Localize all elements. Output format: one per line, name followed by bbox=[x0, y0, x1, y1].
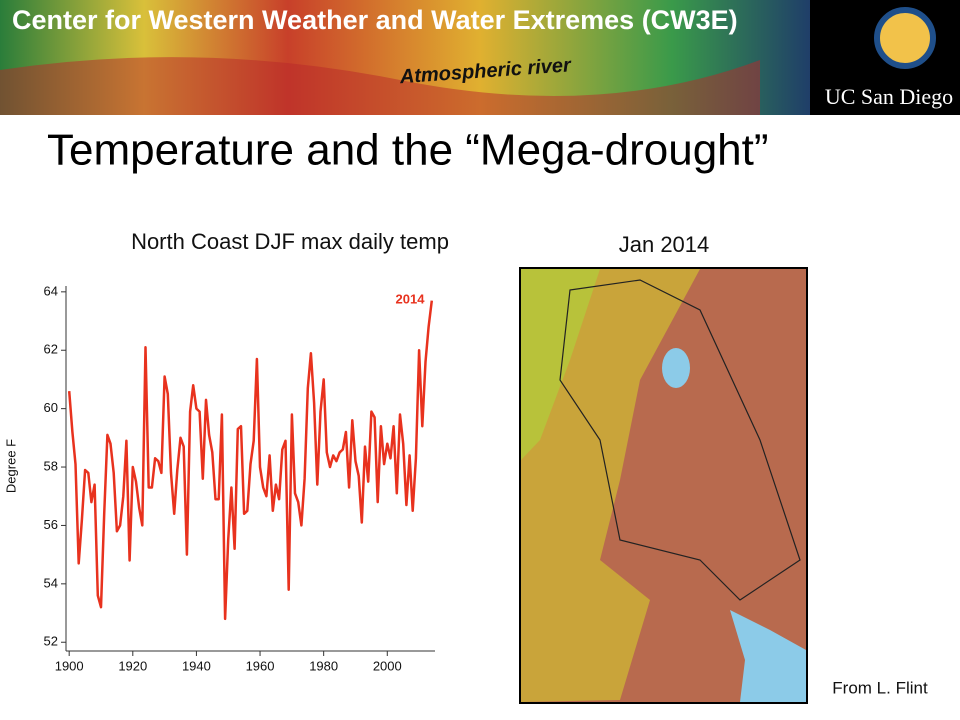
y-tick-label: 62 bbox=[44, 342, 58, 357]
data-line bbox=[67, 300, 434, 621]
x-tick-label: 1980 bbox=[309, 658, 338, 673]
map-lowland bbox=[521, 269, 700, 702]
map-bay bbox=[730, 610, 806, 702]
x-tick-label: 1900 bbox=[55, 658, 84, 673]
slide-title: Temperature and the “Mega-drought” bbox=[47, 126, 769, 175]
y-tick-label: 60 bbox=[44, 400, 58, 415]
map-lake bbox=[662, 348, 690, 388]
x-tick-label: 2000 bbox=[373, 658, 402, 673]
x-tick-label: 1940 bbox=[182, 658, 211, 673]
logo-seal bbox=[874, 7, 936, 69]
y-axis-label: Degree F bbox=[3, 439, 18, 493]
chart-title: North Coast DJF max daily temp bbox=[131, 229, 449, 254]
banner-band bbox=[0, 57, 760, 115]
y-tick-label: 58 bbox=[44, 458, 58, 473]
map bbox=[519, 267, 808, 704]
y-tick-label: 56 bbox=[44, 517, 58, 532]
map-title: Jan 2014 bbox=[619, 232, 710, 257]
y-tick-label: 52 bbox=[44, 634, 58, 649]
y-tick-label: 54 bbox=[44, 575, 58, 590]
x-tick-label: 1920 bbox=[118, 658, 147, 673]
map-watershed bbox=[559, 279, 801, 601]
annotation: 2014 bbox=[396, 291, 426, 306]
credit: From L. Flint bbox=[832, 678, 928, 697]
x-tick-label: 1960 bbox=[246, 658, 275, 673]
logo-text: UC San Diego bbox=[825, 84, 953, 109]
y-tick-label: 64 bbox=[44, 283, 58, 298]
map-vegetation bbox=[521, 269, 600, 460]
banner-title: Center for Western Weather and Water Ext… bbox=[12, 5, 738, 35]
